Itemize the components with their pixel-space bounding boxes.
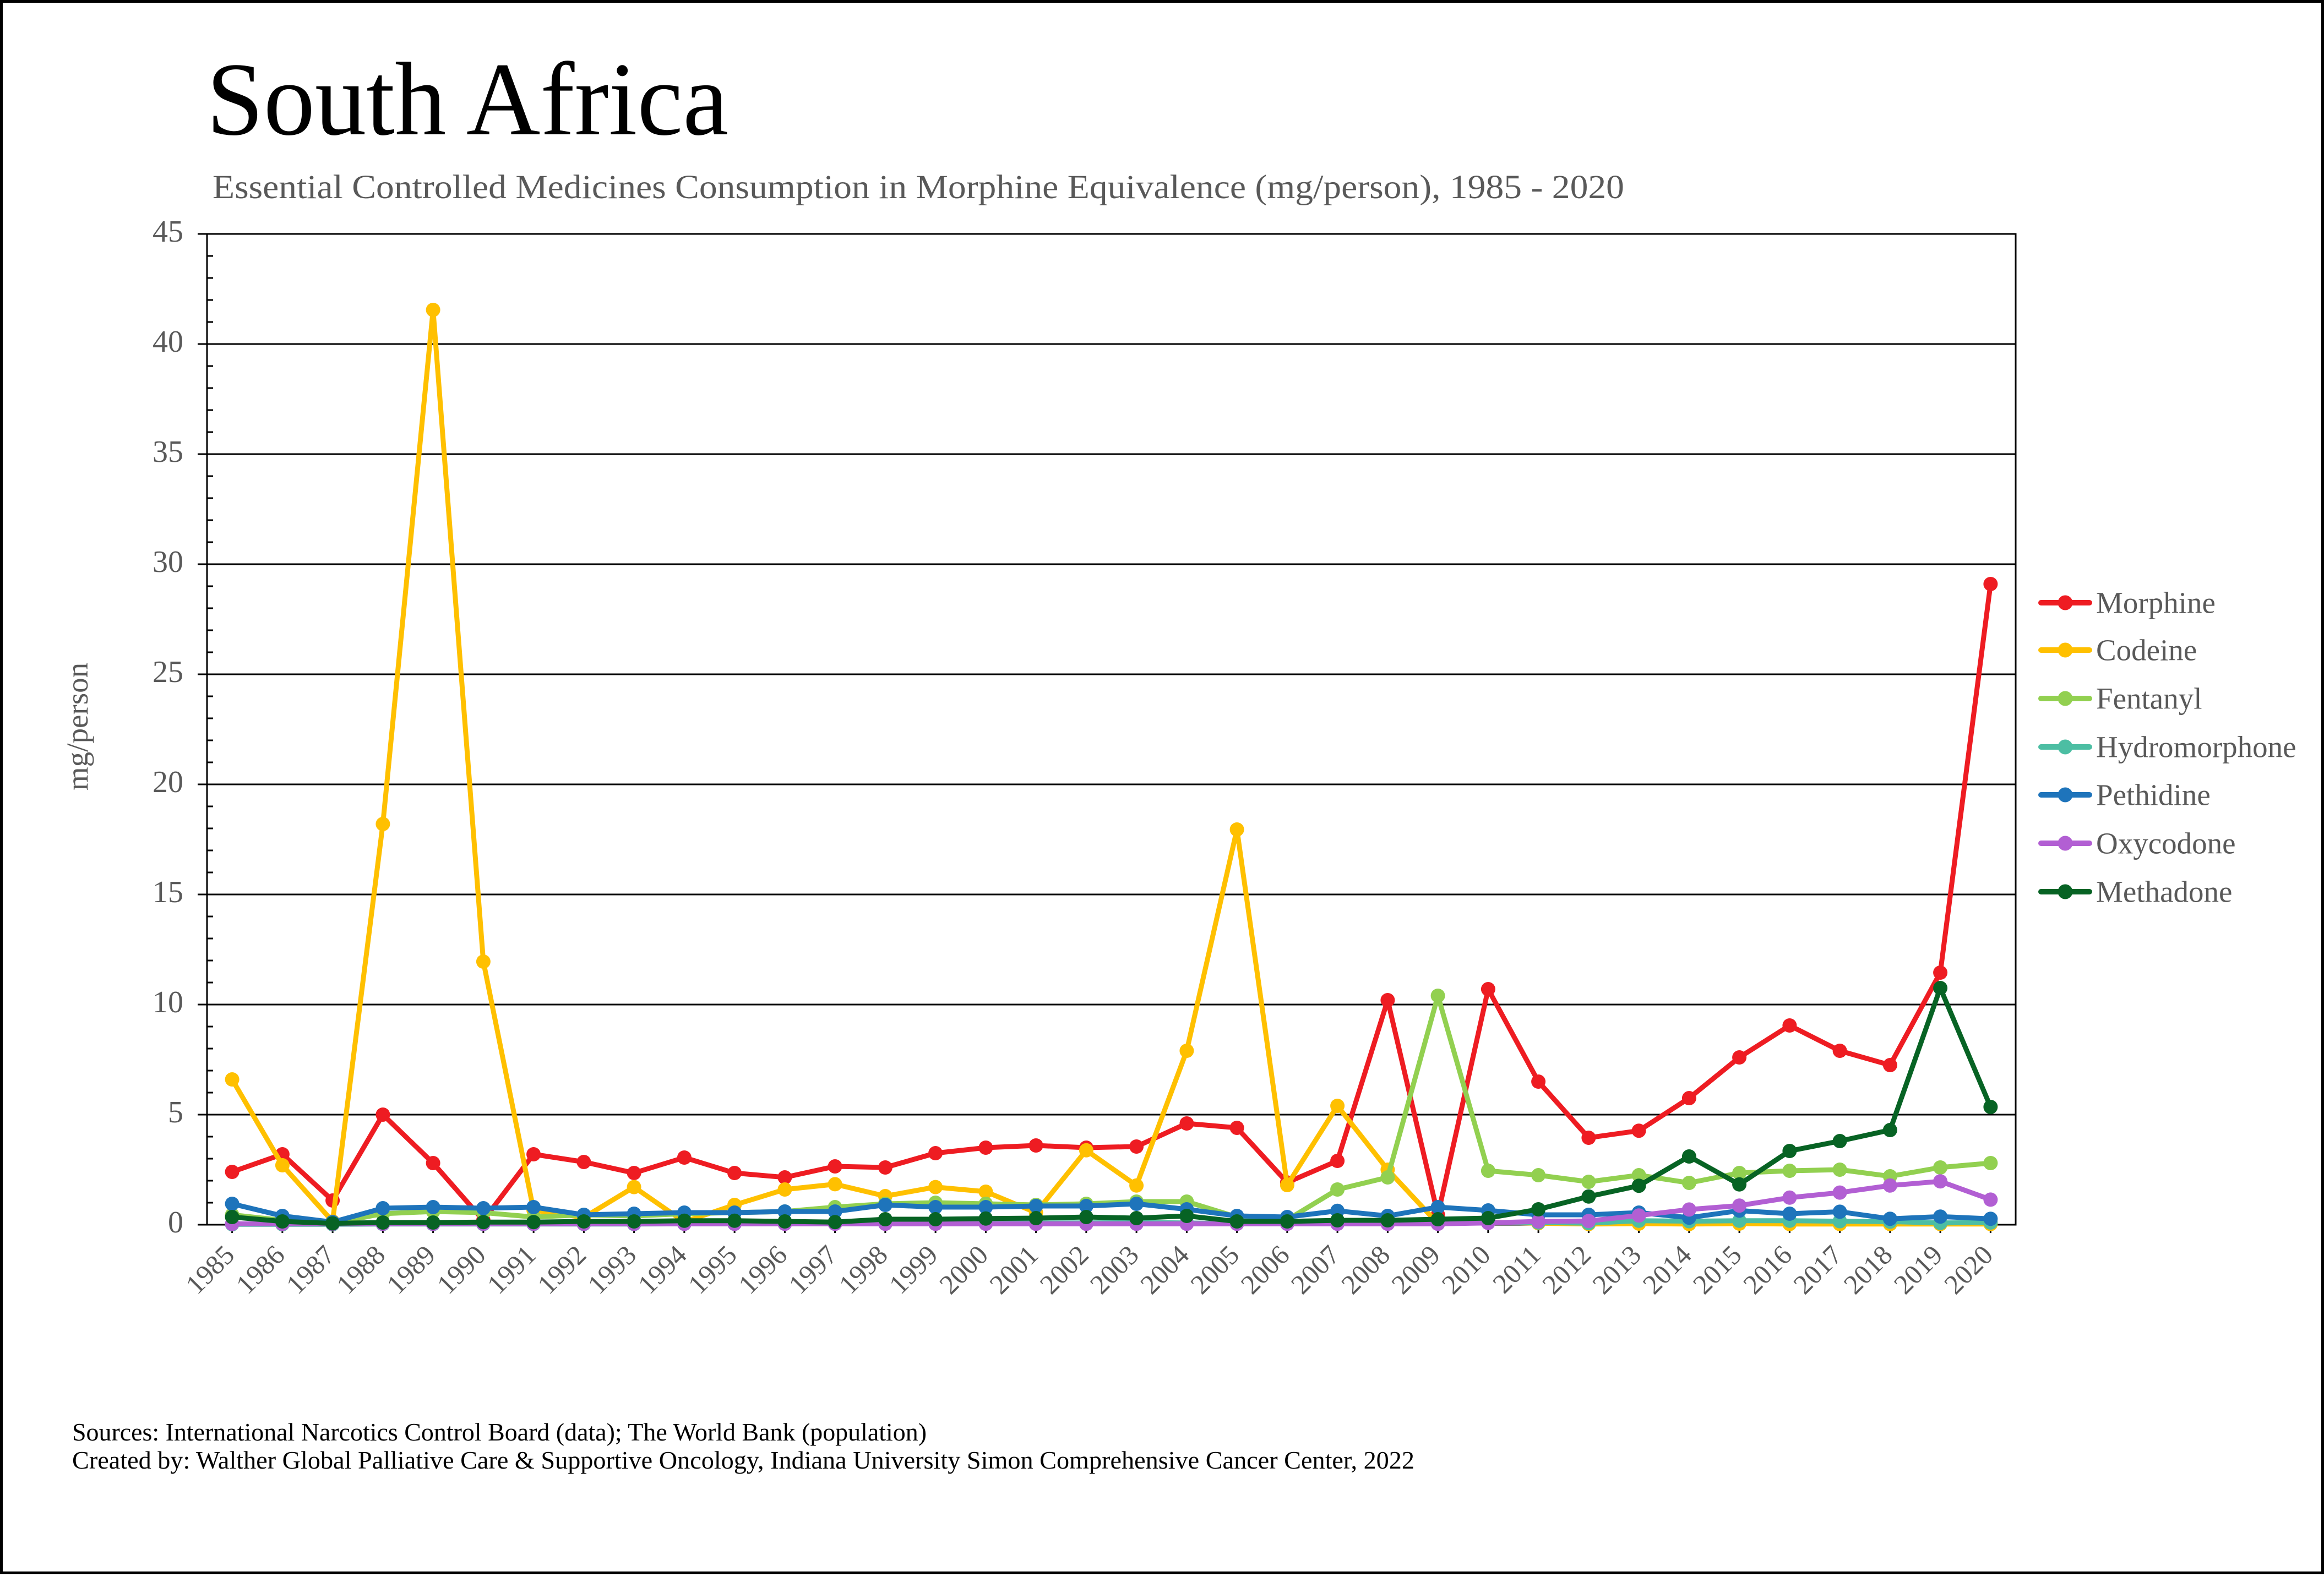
svg-text:35: 35 (153, 435, 183, 469)
svg-text:40: 40 (153, 325, 183, 359)
svg-text:Methadone: Methadone (2096, 875, 2232, 909)
svg-text:Hydromorphone: Hydromorphone (2096, 730, 2296, 764)
svg-text:Sources: International Narcoti: Sources: International Narcotics Control… (72, 1418, 927, 1446)
svg-text:5: 5 (168, 1095, 183, 1129)
svg-text:15: 15 (153, 875, 183, 909)
svg-text:20: 20 (153, 765, 183, 799)
svg-text:10: 10 (153, 985, 183, 1019)
svg-text:Pethidine: Pethidine (2096, 778, 2211, 812)
svg-text:45: 45 (153, 215, 183, 249)
svg-text:0: 0 (168, 1205, 183, 1240)
svg-text:Oxycodone: Oxycodone (2096, 827, 2236, 860)
svg-text:Created by: Walther Global Pal: Created by: Walther Global Palliative Ca… (72, 1446, 1414, 1474)
svg-text:mg/person: mg/person (61, 663, 94, 790)
svg-text:Morphine: Morphine (2096, 586, 2216, 620)
svg-text:Essential Controlled Medicines: Essential Controlled Medicines Consumpti… (213, 169, 1624, 206)
svg-text:25: 25 (153, 655, 183, 689)
svg-text:30: 30 (153, 545, 183, 579)
svg-text:Codeine: Codeine (2096, 634, 2197, 667)
svg-text:Fentanyl: Fentanyl (2096, 682, 2202, 716)
svg-text:South Africa: South Africa (206, 42, 728, 157)
